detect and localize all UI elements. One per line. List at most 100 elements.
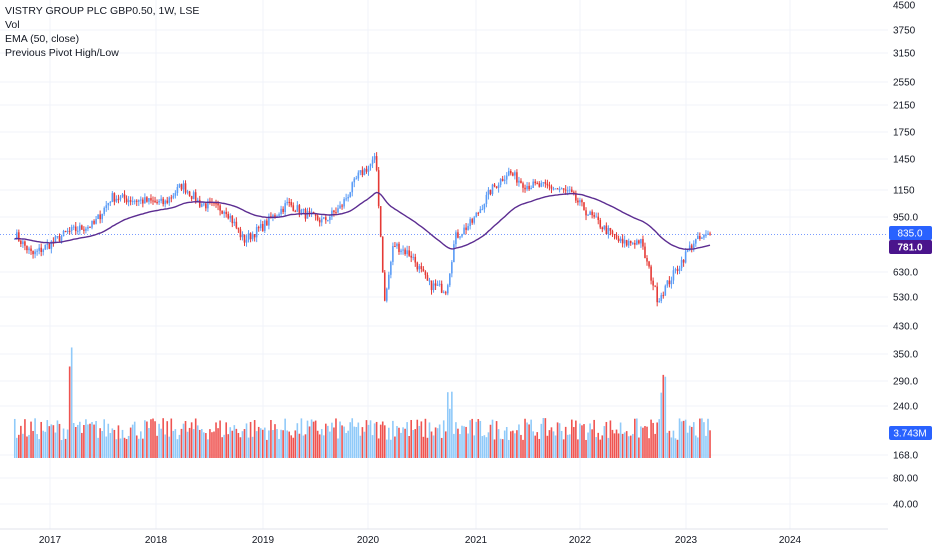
candle[interactable] bbox=[103, 206, 106, 216]
candle[interactable] bbox=[402, 245, 404, 255]
candle[interactable] bbox=[701, 236, 703, 239]
candle[interactable] bbox=[18, 229, 20, 242]
candle[interactable] bbox=[38, 244, 40, 255]
candle[interactable] bbox=[363, 167, 366, 176]
candle[interactable] bbox=[28, 246, 30, 254]
candle[interactable] bbox=[30, 245, 32, 255]
candle[interactable] bbox=[457, 229, 459, 239]
candle[interactable] bbox=[341, 203, 343, 210]
candle[interactable] bbox=[390, 260, 392, 279]
candle[interactable] bbox=[532, 178, 534, 189]
candle[interactable] bbox=[42, 248, 45, 256]
candle[interactable] bbox=[20, 239, 22, 247]
candle[interactable] bbox=[631, 241, 634, 245]
candle[interactable] bbox=[558, 186, 561, 193]
candle[interactable] bbox=[642, 235, 644, 250]
candle[interactable] bbox=[512, 172, 514, 177]
candle[interactable] bbox=[266, 218, 268, 226]
candle[interactable] bbox=[414, 253, 417, 267]
candle[interactable] bbox=[674, 267, 677, 274]
candle[interactable] bbox=[670, 276, 673, 289]
candle[interactable] bbox=[451, 260, 453, 278]
candle[interactable] bbox=[577, 197, 579, 206]
candle[interactable] bbox=[233, 218, 236, 226]
candle[interactable] bbox=[695, 238, 697, 247]
candle[interactable] bbox=[109, 200, 112, 207]
candle[interactable] bbox=[133, 199, 136, 205]
candle[interactable] bbox=[371, 156, 374, 169]
candle[interactable] bbox=[668, 276, 671, 288]
candle[interactable] bbox=[89, 226, 91, 228]
candle[interactable] bbox=[507, 167, 510, 177]
candle[interactable] bbox=[684, 248, 687, 264]
candle[interactable] bbox=[24, 240, 26, 251]
candle[interactable] bbox=[491, 183, 494, 196]
candle[interactable] bbox=[304, 207, 307, 222]
candle[interactable] bbox=[253, 234, 256, 242]
candle[interactable] bbox=[119, 195, 122, 202]
candle[interactable] bbox=[158, 199, 160, 206]
candle[interactable] bbox=[587, 213, 589, 216]
candle[interactable] bbox=[182, 180, 185, 194]
candle[interactable] bbox=[709, 231, 711, 236]
candle[interactable] bbox=[475, 211, 478, 218]
candle[interactable] bbox=[180, 183, 183, 192]
candle[interactable] bbox=[540, 180, 543, 188]
candle[interactable] bbox=[156, 199, 158, 205]
candle[interactable] bbox=[345, 193, 347, 202]
candle[interactable] bbox=[239, 226, 242, 241]
candle[interactable] bbox=[430, 280, 433, 295]
candle[interactable] bbox=[459, 235, 461, 240]
candle[interactable] bbox=[556, 187, 559, 190]
candle[interactable] bbox=[503, 175, 506, 185]
candle[interactable] bbox=[296, 201, 299, 213]
candle[interactable] bbox=[154, 196, 156, 204]
candle[interactable] bbox=[617, 235, 620, 243]
candle[interactable] bbox=[392, 242, 394, 266]
candle[interactable] bbox=[406, 245, 408, 258]
candle[interactable] bbox=[184, 180, 187, 195]
candle[interactable] bbox=[225, 207, 227, 218]
candle[interactable] bbox=[32, 250, 34, 259]
candle[interactable] bbox=[74, 222, 77, 235]
candle[interactable] bbox=[34, 249, 36, 259]
candle[interactable] bbox=[249, 232, 252, 243]
candle[interactable] bbox=[570, 186, 573, 193]
candle[interactable] bbox=[524, 184, 526, 193]
candle[interactable] bbox=[121, 192, 124, 198]
candle[interactable] bbox=[461, 233, 463, 238]
candle[interactable] bbox=[66, 227, 69, 235]
candle[interactable] bbox=[172, 193, 175, 200]
candle[interactable] bbox=[148, 197, 150, 205]
candle[interactable] bbox=[477, 211, 480, 216]
candle[interactable] bbox=[111, 191, 114, 203]
candle[interactable] bbox=[629, 240, 632, 246]
candle[interactable] bbox=[99, 210, 101, 224]
candle[interactable] bbox=[522, 181, 524, 193]
candle[interactable] bbox=[251, 231, 254, 242]
candle[interactable] bbox=[697, 232, 699, 240]
candle[interactable] bbox=[325, 214, 327, 224]
candle[interactable] bbox=[646, 255, 648, 266]
candle[interactable] bbox=[294, 209, 297, 213]
candle[interactable] bbox=[79, 222, 81, 235]
candle[interactable] bbox=[144, 193, 146, 204]
candle[interactable] bbox=[634, 240, 636, 249]
candle[interactable] bbox=[245, 235, 248, 247]
candle[interactable] bbox=[205, 202, 207, 212]
candle[interactable] bbox=[534, 179, 537, 186]
candle[interactable] bbox=[666, 280, 669, 288]
candle[interactable] bbox=[660, 292, 663, 304]
candle[interactable] bbox=[487, 187, 490, 200]
candle[interactable] bbox=[538, 181, 541, 188]
candle[interactable] bbox=[449, 273, 451, 288]
candle[interactable] bbox=[160, 195, 162, 204]
candle[interactable] bbox=[583, 202, 585, 211]
candle[interactable] bbox=[615, 232, 618, 240]
candle[interactable] bbox=[353, 177, 356, 188]
candle[interactable] bbox=[493, 183, 496, 188]
candle[interactable] bbox=[68, 227, 71, 235]
candle[interactable] bbox=[627, 238, 630, 249]
candle[interactable] bbox=[516, 169, 518, 186]
candle[interactable] bbox=[343, 197, 345, 209]
